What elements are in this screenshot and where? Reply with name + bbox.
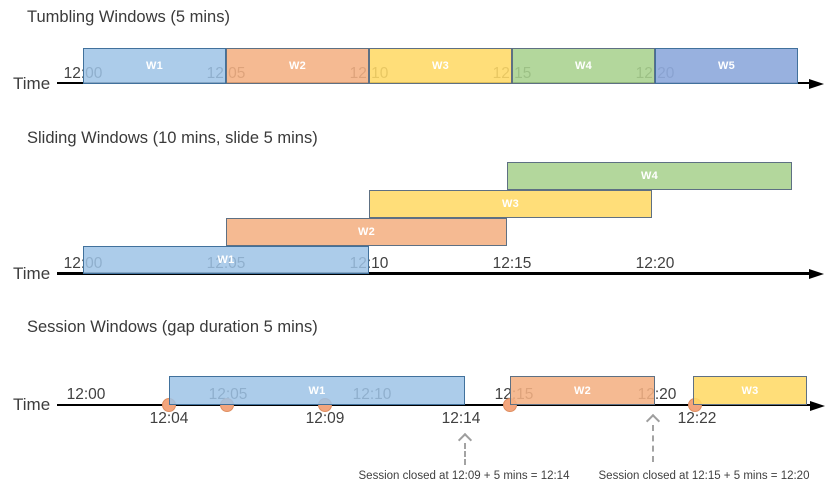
event-label-1209: 12:09 — [305, 410, 345, 427]
window-label: W3 — [741, 384, 759, 397]
tumbling-section-title: Tumbling Windows (5 mins) — [27, 8, 230, 26]
sliding-time-axis-label: Time — [13, 264, 51, 283]
sliding-section-title: Sliding Windows (10 mins, slide 5 mins) — [27, 129, 318, 147]
tumbling-window-w1: W1 — [83, 48, 226, 84]
window-label: W2 — [288, 60, 307, 72]
window-label: W1 — [217, 254, 235, 266]
event-label-1214: 12:14 — [441, 410, 481, 427]
window-label: W2 — [573, 384, 592, 397]
session-axis-arrow-icon — [810, 400, 825, 411]
session-section-title: Session Windows (gap duration 5 mins) — [27, 318, 318, 336]
tumbling-window-w4: W4 — [512, 48, 655, 84]
window-label: W5 — [717, 60, 736, 72]
sliding-tick-1215: 12:15 — [492, 255, 532, 272]
sliding-axis-arrow-icon — [809, 269, 824, 279]
window-label: W4 — [574, 60, 593, 72]
window-label: W2 — [357, 226, 376, 238]
sliding-window-w3: W3 — [369, 190, 652, 218]
tumbling-window-w5: W5 — [655, 48, 798, 84]
session-close-annotation-1: Session closed at 12:09 + 5 mins = 12:14 — [358, 470, 570, 482]
session-tick-1200: 12:00 — [66, 386, 106, 403]
sliding-window-w1: W1 — [83, 246, 369, 274]
sliding-window-w2: W2 — [226, 218, 507, 246]
window-label: W1 — [145, 60, 164, 72]
window-label: W1 — [308, 384, 326, 397]
window-label: W3 — [431, 60, 450, 72]
window-label: W3 — [501, 198, 520, 210]
dashed-arrow-stem — [652, 425, 654, 462]
sliding-tick-1220: 12:20 — [635, 255, 675, 272]
session-time-axis-label: Time — [13, 395, 51, 414]
tumbling-axis-arrow-icon — [809, 78, 824, 89]
sliding-window-w4: W4 — [507, 162, 792, 190]
session-close-annotation-2: Session closed at 12:15 + 5 mins = 12:20 — [598, 470, 810, 482]
tumbling-time-axis-label: Time — [13, 74, 51, 93]
event-label-1222: 12:22 — [677, 410, 717, 427]
session-window-w3: W3 — [693, 376, 807, 405]
tumbling-window-w2: W2 — [226, 48, 369, 84]
session-window-w2: W2 — [510, 376, 655, 405]
dashed-arrow-stem — [464, 443, 466, 465]
session-window-w1: W1 — [169, 376, 465, 405]
sliding-time-axis — [57, 272, 811, 275]
window-label: W4 — [640, 170, 659, 182]
tumbling-window-w3: W3 — [369, 48, 512, 84]
event-label-1204: 12:04 — [149, 410, 189, 427]
